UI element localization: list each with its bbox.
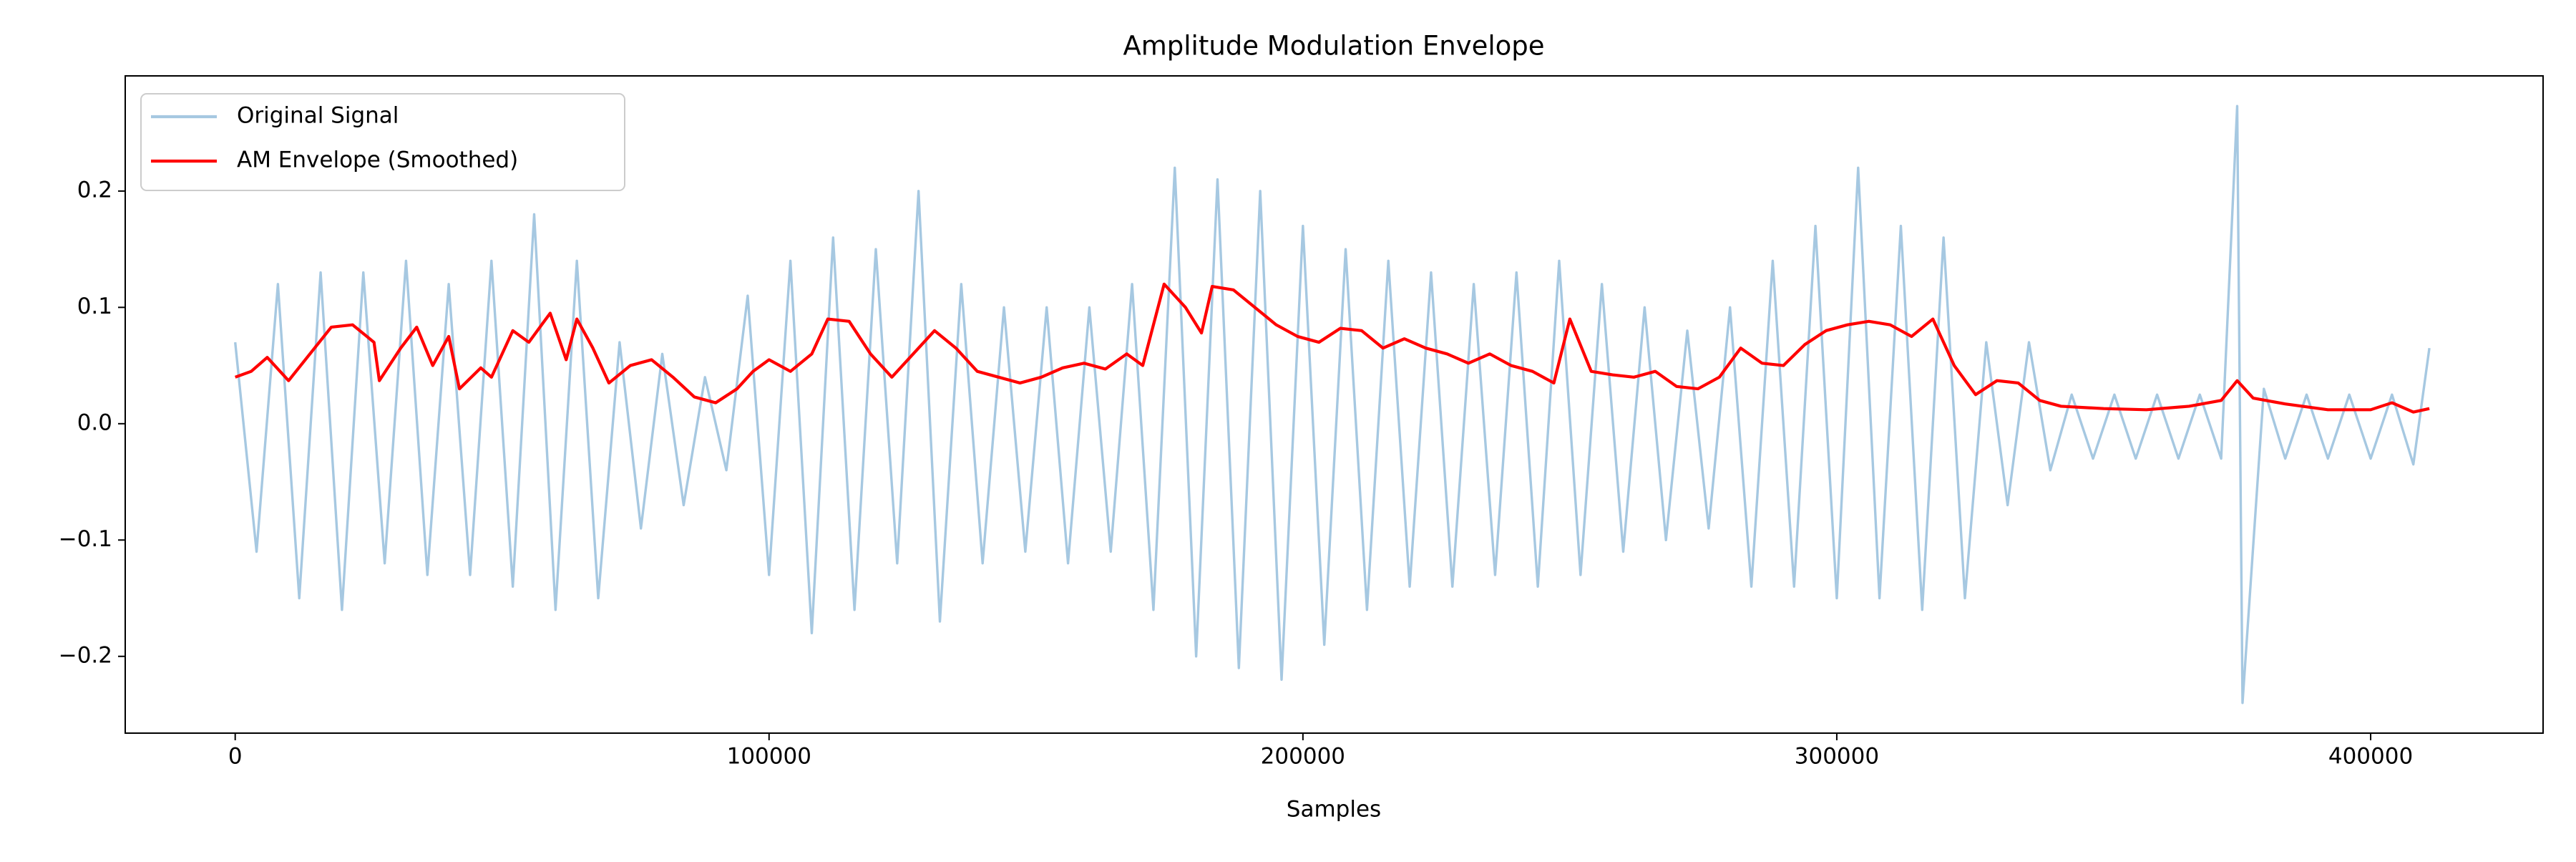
series-line: [233, 105, 2431, 704]
y-tick-label: 0.1: [77, 294, 112, 319]
x-tick-label: 400000: [2328, 744, 2413, 770]
x-axis-label: Samples: [1287, 797, 1381, 823]
legend-box: [140, 93, 625, 191]
legend-label: AM Envelope (Smoothed): [237, 147, 518, 173]
y-tick-label: 0.2: [77, 177, 112, 203]
chart-title: Amplitude Modulation Envelope: [1123, 31, 1544, 62]
y-tick-label: 0.0: [77, 410, 112, 435]
legend-label: Original Signal: [237, 103, 399, 129]
x-tick-label: 0: [228, 744, 243, 770]
y-tick-label: −0.2: [59, 642, 112, 668]
x-tick-label: 200000: [1261, 744, 1345, 770]
y-tick-label: −0.1: [59, 526, 112, 552]
plot-frame: [125, 75, 2544, 734]
series-line: [234, 282, 2430, 414]
x-tick-label: 100000: [727, 744, 811, 770]
x-tick-label: 300000: [1795, 744, 1879, 770]
